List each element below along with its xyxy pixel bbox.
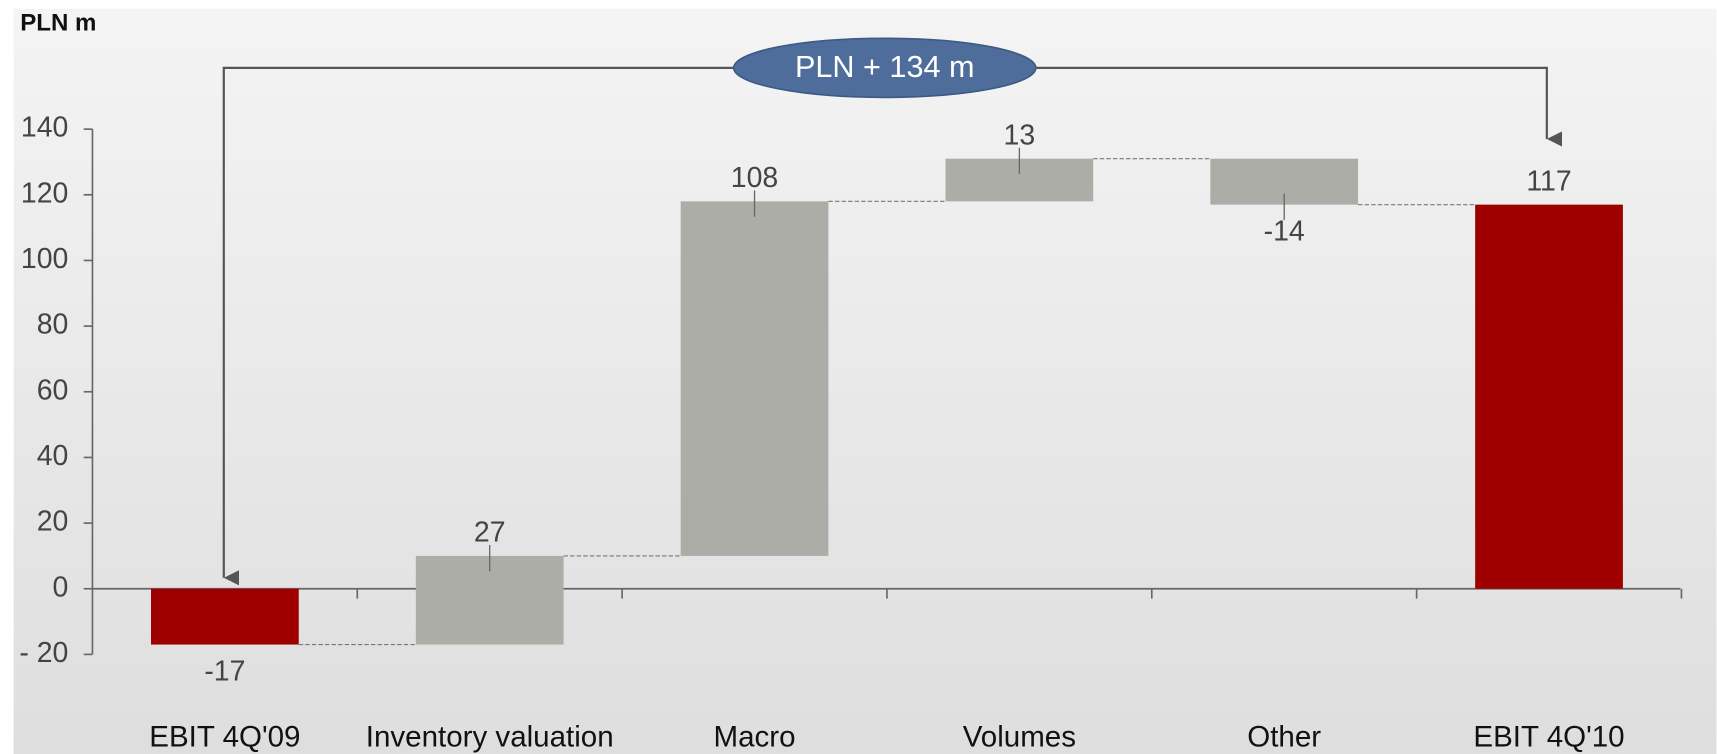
y-tick-label: 20: [37, 506, 69, 538]
unit-label: PLN m: [20, 9, 96, 36]
x-tick-label: Inventory valuation: [366, 720, 614, 753]
x-tick-label: EBIT 4Q'10: [1473, 720, 1624, 753]
x-tick-label: Macro: [714, 720, 796, 753]
value-label: 108: [731, 162, 778, 194]
value-label: -14: [1264, 216, 1305, 248]
y-tick-label: 40: [37, 440, 69, 472]
value-label: 13: [1004, 119, 1036, 151]
y-tick-label: 100: [21, 243, 68, 275]
y-tick-label: - 20: [19, 637, 68, 669]
x-tick-label: Volumes: [963, 720, 1076, 753]
y-tick-label: 80: [37, 309, 69, 341]
annotation: PLN + 134 m: [795, 50, 975, 84]
y-tick-label: 120: [21, 177, 68, 209]
annotation-bubble: [732, 37, 1037, 99]
value-label: 117: [1526, 165, 1571, 197]
bar: [1475, 204, 1623, 589]
y-tick-label: 140: [21, 112, 68, 144]
value-label: -17: [204, 656, 245, 688]
bar: [680, 201, 829, 556]
y-tick-label: 60: [37, 374, 69, 406]
bar: [151, 588, 299, 645]
y-tick-label: 0: [53, 571, 69, 603]
x-tick-label: EBIT 4Q'09: [149, 720, 300, 753]
value-label: 27: [474, 517, 506, 549]
x-tick-label: Other: [1247, 720, 1321, 753]
